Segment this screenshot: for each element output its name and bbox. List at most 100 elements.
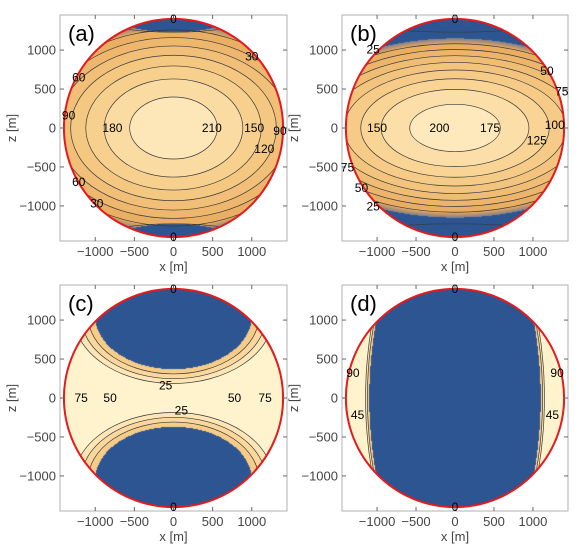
x-tick-label: −1000: [77, 514, 114, 529]
contour-value-label: 90: [62, 109, 76, 123]
contour-value-label: 0: [452, 230, 459, 244]
contour-value-label: 90: [346, 366, 360, 380]
panel-label: (d): [350, 291, 377, 316]
x-tick-label: −500: [120, 244, 149, 259]
contour-value-label: 90: [550, 366, 564, 380]
x-tick-label: 1000: [518, 514, 547, 529]
x-tick-label: 0: [170, 514, 177, 529]
y-tick-label: −500: [309, 159, 338, 174]
x-tick-label: −1000: [77, 244, 114, 259]
x-axis-label: x [m]: [159, 529, 187, 544]
contour-line: [360, 78, 550, 178]
contour-line: [63, 45, 284, 211]
contour-value-label: 0: [170, 500, 177, 514]
contour-line: [129, 96, 218, 160]
y-tick-label: 500: [34, 82, 56, 97]
contour-value-label: 90: [273, 124, 287, 138]
x-tick-label: 0: [451, 244, 458, 259]
contour-value-label: 210: [202, 121, 222, 135]
y-tick-label: −1000: [19, 468, 56, 483]
panel-label: (b): [350, 21, 377, 46]
y-tick-label: −500: [309, 429, 338, 444]
y-tick-label: −1000: [19, 198, 56, 213]
x-tick-label: −500: [120, 514, 149, 529]
contour-value-label: 0: [452, 12, 459, 26]
y-tick-label: 0: [49, 121, 56, 136]
contour-value-label: 60: [72, 175, 86, 189]
contour-line: [345, 43, 565, 213]
x-tick-label: 500: [202, 514, 224, 529]
contour-fill: [63, 288, 284, 508]
contour-fill: [345, 18, 565, 238]
contour-value-label: 175: [480, 121, 500, 135]
contour-line: [345, 55, 565, 201]
contour-value-label: 200: [429, 121, 449, 135]
x-tick-label: 500: [202, 244, 224, 259]
contour-value-label: 75: [74, 391, 88, 405]
y-tick-label: 500: [316, 82, 338, 97]
contour-line: [345, 62, 565, 194]
y-axis-label: z [m]: [286, 384, 301, 412]
y-tick-label: 0: [331, 391, 338, 406]
contour-value-label: 0: [170, 282, 177, 296]
y-tick-label: −500: [27, 159, 56, 174]
contour-fill: [345, 288, 565, 508]
x-tick-label: −1000: [359, 244, 396, 259]
y-tick-label: 500: [34, 352, 56, 367]
contour-line: [380, 88, 530, 168]
x-axis-label: x [m]: [441, 259, 469, 274]
contour-value-label: 50: [355, 181, 369, 195]
y-tick-label: 1000: [309, 43, 338, 58]
y-axis-label: z [m]: [286, 114, 301, 142]
contour-line: [103, 78, 244, 178]
x-tick-label: 1000: [237, 514, 266, 529]
contour-value-label: 30: [90, 197, 104, 211]
contour-value-label: 30: [245, 49, 259, 63]
contour-value-label: 100: [545, 118, 565, 132]
y-tick-label: 0: [331, 121, 338, 136]
contour-value-label: 180: [102, 121, 122, 135]
y-tick-label: 1000: [27, 313, 56, 328]
contour-value-label: 150: [367, 121, 387, 135]
contour-value-label: 75: [555, 84, 569, 98]
contour-line: [345, 49, 565, 207]
contour-value-label: 25: [175, 403, 189, 417]
panel-label: (c): [68, 291, 94, 316]
x-tick-label: 0: [451, 514, 458, 529]
y-tick-label: 1000: [309, 313, 338, 328]
contour-line: [409, 103, 501, 153]
contour-value-label: 0: [170, 230, 177, 244]
x-tick-label: 0: [170, 244, 177, 259]
y-tick-label: −500: [27, 429, 56, 444]
contour-value-label: 0: [170, 12, 177, 26]
x-axis-label: x [m]: [159, 259, 187, 274]
panel-label: (a): [68, 21, 95, 46]
x-tick-label: −500: [401, 244, 430, 259]
contour-value-label: 50: [540, 64, 554, 78]
panel-1: −1000 −500 0 500 1000 −1000 −500 0 500 1000 x [m] z…: [4, 12, 288, 274]
x-tick-label: 1000: [518, 244, 547, 259]
contour-line: [70, 54, 277, 202]
contour-value-label: 75: [258, 391, 272, 405]
y-axis-label: z [m]: [4, 384, 19, 412]
contour-value-label: 0: [452, 500, 459, 514]
y-tick-label: 1000: [27, 43, 56, 58]
contour-value-label: 25: [159, 379, 173, 393]
contour-value-label: 45: [546, 408, 560, 422]
contour-value-label: 0: [452, 282, 459, 296]
y-axis-label: z [m]: [4, 114, 19, 142]
contour-value-label: 60: [72, 70, 86, 84]
contour-value-label: 25: [366, 42, 380, 56]
contour-value-label: 150: [244, 121, 264, 135]
x-tick-label: 1000: [237, 244, 266, 259]
contour-value-label: 120: [254, 142, 274, 156]
contour-value-label: 25: [366, 200, 380, 214]
contour-value-label: 50: [228, 391, 242, 405]
contour-line: [63, 29, 284, 227]
x-tick-label: 500: [483, 514, 505, 529]
x-tick-label: 500: [483, 244, 505, 259]
panel-4: −1000 −500 0 500 1000 −1000 −500 0 500 1000 x [m] z…: [286, 282, 569, 544]
